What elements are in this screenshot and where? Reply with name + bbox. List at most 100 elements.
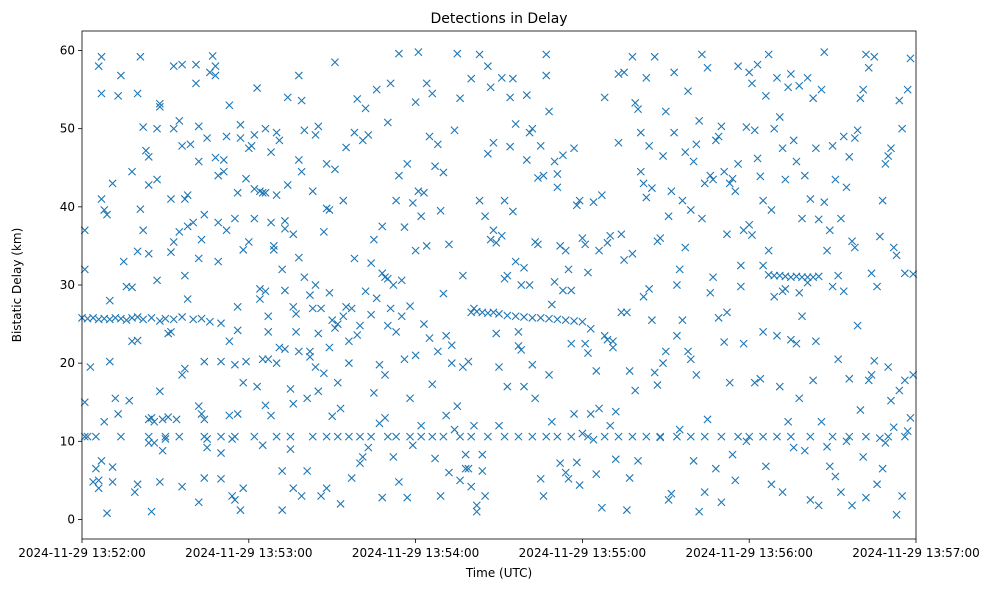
- data-point: [456, 432, 465, 441]
- data-point: [461, 450, 470, 459]
- data-point: [539, 492, 548, 501]
- data-point: [861, 432, 870, 441]
- data-point: [631, 98, 640, 107]
- data-point: [786, 335, 795, 344]
- data-point: [725, 179, 734, 188]
- data-point: [425, 334, 434, 343]
- data-point: [217, 357, 225, 366]
- data-point: [695, 116, 704, 125]
- data-point: [139, 315, 148, 324]
- data-point: [870, 52, 879, 61]
- data-point: [314, 122, 323, 131]
- data-point: [686, 432, 695, 441]
- data-point: [422, 79, 431, 88]
- data-point: [428, 432, 437, 441]
- data-point: [645, 284, 654, 293]
- data-point: [561, 468, 570, 477]
- data-point: [848, 237, 857, 246]
- data-point: [906, 413, 915, 422]
- data-point: [753, 154, 762, 163]
- data-point: [647, 316, 656, 325]
- data-point: [372, 294, 381, 303]
- data-point: [728, 450, 737, 459]
- data-point: [114, 91, 123, 100]
- data-point: [283, 93, 292, 102]
- data-point: [839, 287, 848, 296]
- data-point: [684, 87, 693, 96]
- data-point: [556, 459, 565, 468]
- data-point: [178, 482, 187, 491]
- data-point: [272, 191, 281, 200]
- x-tick-label: 2024-11-29 13:53:00: [185, 546, 312, 560]
- data-point: [406, 394, 415, 403]
- data-point: [419, 188, 428, 197]
- data-point: [314, 329, 323, 338]
- data-point: [514, 327, 523, 336]
- data-point: [572, 458, 581, 467]
- data-point: [653, 381, 662, 390]
- data-point: [94, 484, 103, 493]
- data-point: [814, 215, 823, 224]
- data-point: [322, 432, 331, 441]
- data-point: [867, 370, 876, 379]
- data-point: [411, 351, 420, 360]
- data-point: [767, 205, 776, 214]
- data-point: [864, 63, 873, 72]
- data-point: [125, 396, 134, 405]
- data-point: [561, 246, 570, 255]
- data-point: [169, 315, 178, 324]
- data-point: [128, 283, 137, 292]
- data-point: [734, 432, 743, 441]
- data-point: [545, 107, 554, 116]
- data-point: [347, 304, 356, 313]
- data-point: [275, 136, 284, 145]
- data-point: [800, 446, 809, 455]
- data-point: [200, 210, 209, 219]
- data-point: [836, 214, 845, 223]
- data-point: [545, 370, 554, 379]
- data-point: [342, 302, 351, 311]
- data-point: [116, 314, 125, 323]
- data-point: [200, 415, 209, 424]
- data-point: [330, 58, 339, 67]
- data-point: [97, 456, 106, 465]
- x-tick-label: 2024-11-29 13:57:00: [852, 546, 979, 560]
- data-point: [511, 120, 520, 128]
- data-point: [889, 243, 898, 252]
- data-point: [133, 336, 142, 345]
- data-point: [397, 276, 406, 285]
- data-point: [533, 173, 542, 182]
- data-point: [614, 138, 623, 147]
- data-point: [372, 85, 381, 94]
- data-point: [433, 347, 442, 356]
- data-point: [317, 304, 326, 313]
- data-point: [522, 91, 531, 100]
- data-point: [303, 394, 312, 403]
- data-point: [89, 313, 98, 322]
- data-point: [536, 313, 545, 322]
- data-point: [717, 122, 726, 131]
- data-point: [634, 105, 642, 114]
- data-point: [639, 292, 648, 301]
- data-point: [806, 195, 815, 204]
- data-point: [550, 157, 559, 166]
- data-point: [597, 191, 606, 200]
- data-point: [456, 94, 465, 103]
- data-point: [745, 220, 754, 229]
- data-point: [350, 128, 359, 137]
- data-point: [764, 246, 773, 255]
- data-point: [178, 141, 187, 150]
- data-point: [536, 141, 545, 150]
- data-point: [700, 179, 709, 188]
- data-point: [356, 459, 364, 468]
- data-point: [820, 48, 829, 57]
- data-point: [528, 360, 537, 369]
- data-point: [642, 73, 651, 82]
- data-point: [217, 319, 225, 328]
- data-point: [330, 323, 339, 332]
- data-point: [439, 432, 448, 441]
- data-point: [464, 357, 473, 366]
- data-point: [314, 387, 323, 396]
- data-point: [870, 356, 879, 365]
- data-point: [386, 304, 395, 313]
